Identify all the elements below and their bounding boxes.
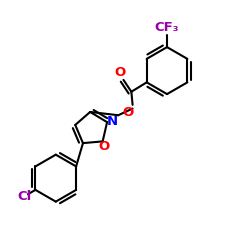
Text: N: N [107, 115, 118, 128]
Text: O: O [98, 140, 109, 153]
Text: O: O [122, 106, 134, 119]
Text: CF₃: CF₃ [155, 21, 179, 34]
Text: Cl: Cl [18, 190, 32, 202]
Text: O: O [114, 66, 126, 79]
